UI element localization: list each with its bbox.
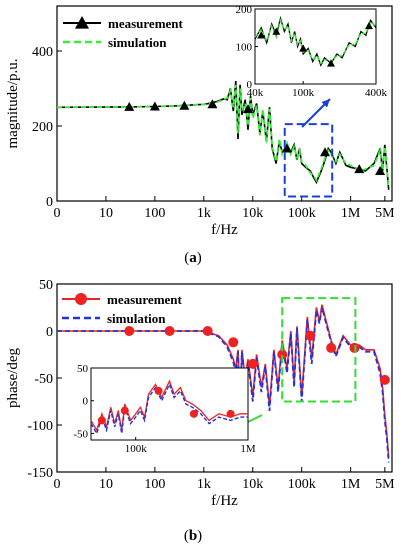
y-tick-label: 200	[32, 120, 53, 135]
x-tick-label: 10k	[242, 206, 263, 221]
measurement-marker	[124, 326, 135, 336]
inset-x-tick-label: 40k	[247, 87, 264, 99]
x-tick-label: 100	[144, 477, 165, 492]
highlight-arrowhead	[321, 99, 330, 108]
inset-x-tick-label: 400k	[365, 87, 388, 99]
legend-measurement-label: measurement	[108, 16, 184, 31]
legend-measurement-marker	[75, 293, 87, 305]
inset-x-tick-label: 1M	[240, 443, 256, 455]
panel-b-caption: (b)	[184, 528, 202, 544]
measurement-marker	[277, 349, 288, 360]
measurement-marker	[164, 326, 175, 336]
measurement-marker	[202, 326, 213, 336]
series-measurement-line	[56, 80, 390, 190]
y-axis-label: magnitude/p.u.	[5, 59, 21, 149]
x-tick-label: 1M	[341, 206, 361, 221]
highlight-box	[281, 297, 357, 403]
measurement-marker	[149, 101, 160, 111]
series-simulation-line	[57, 307, 390, 463]
x-tick-label: 5M	[375, 206, 395, 221]
legend-simulation-label: simulation	[107, 311, 166, 326]
inset-measurement-marker	[189, 409, 198, 418]
inset-y-tick-label: -50	[73, 428, 88, 440]
x-tick-label: 1k	[197, 206, 211, 221]
legend-measurement-marker	[75, 16, 89, 29]
measurement-marker	[207, 99, 218, 109]
inset-measurement-marker	[257, 31, 266, 39]
x-tick-label: 100	[144, 206, 165, 221]
measurement-marker	[305, 330, 316, 341]
x-tick-label: 1M	[341, 477, 361, 492]
measurement-marker	[354, 164, 365, 174]
x-tick-label: 10	[99, 206, 113, 221]
inset-y-tick-label: 200	[236, 4, 253, 16]
inset-measurement-marker	[327, 59, 336, 67]
y-axis-label: phase/deg	[5, 348, 21, 408]
measurement-marker	[247, 358, 258, 369]
inset-measurement-marker	[364, 21, 373, 30]
measurement-marker	[281, 143, 292, 153]
inset-measurement-line	[90, 379, 248, 432]
measurement-marker	[179, 100, 190, 110]
panel-a-chart: 0 10 100 1k 10k 100k 1M 5M 0 200 400 f/Hz magnitude/…	[5, 4, 395, 238]
inset-x-tick-label: 100k	[292, 87, 315, 99]
panel-a-caption: (a)	[184, 250, 202, 266]
x-tick-label: 1k	[197, 477, 211, 492]
y-tick-label: 400	[32, 45, 53, 60]
x-axis-label: f/Hz	[211, 222, 238, 238]
inset-y-tick-label: 50	[77, 363, 89, 375]
y-tick-label: -150	[27, 466, 53, 481]
inset-y-tick-label: 0	[83, 396, 89, 408]
x-tick-label: 100k	[288, 206, 316, 221]
inset-measurement-marker	[154, 386, 163, 395]
plot-frame	[56, 5, 393, 202]
inset-measurement-marker	[299, 44, 308, 52]
x-tick-label: 5M	[375, 477, 395, 492]
x-tick-label: 10k	[242, 477, 263, 492]
inset-x-tick-label: 100k	[125, 443, 148, 455]
x-tick-label: 100k	[288, 477, 316, 492]
measurement-marker	[320, 147, 331, 157]
inset-frame	[254, 8, 377, 85]
inset-y-tick-label: 0	[247, 79, 253, 91]
y-tick-label: -50	[34, 372, 53, 387]
inset-measurement-marker	[272, 27, 281, 35]
y-tick-label: 0	[46, 195, 53, 210]
y-tick-label: -100	[27, 419, 53, 434]
x-tick-label: 0	[54, 206, 61, 221]
x-tick-label: 10	[99, 477, 113, 492]
inset-y-tick-label: 100	[236, 42, 253, 54]
legend-simulation-label: simulation	[108, 35, 167, 50]
measurement-marker	[124, 101, 135, 111]
x-tick-label: 0	[54, 477, 61, 492]
inset-frame	[90, 367, 249, 441]
inset-measurement-marker	[226, 409, 235, 418]
inset-simulation-line	[90, 382, 248, 436]
measurement-marker	[379, 374, 390, 385]
x-axis-label: f/Hz	[211, 493, 238, 509]
panel-b-chart: 0 10 100 1k 10k 100k 1M 5M 50 0 -50 -100 -150 f/Hz pha…	[5, 278, 395, 509]
measurement-marker	[228, 337, 239, 348]
series-simulation-line	[56, 84, 390, 188]
legend-measurement-label: measurement	[107, 292, 183, 307]
inset-measurement-marker	[97, 416, 106, 425]
measurement-marker	[326, 342, 337, 353]
measurement-marker	[243, 104, 254, 114]
y-tick-label: 0	[46, 325, 53, 340]
y-tick-label: 50	[39, 278, 53, 293]
measurement-marker	[375, 166, 386, 175]
inset-measurement-marker	[120, 406, 129, 415]
